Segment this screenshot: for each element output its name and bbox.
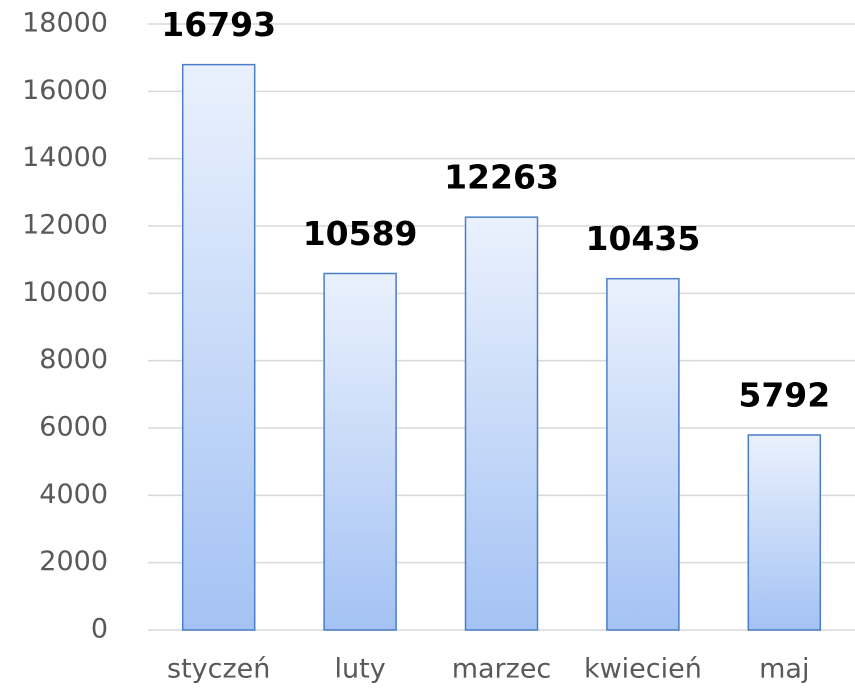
bar (747, 434, 822, 631)
x-tick-label: marzec (452, 654, 552, 685)
y-tick-label: 18000 (22, 8, 108, 39)
bar (181, 63, 256, 631)
data-label: 10435 (585, 219, 700, 258)
y-tick-label: 8000 (39, 344, 108, 375)
y-tick-label: 6000 (39, 412, 108, 443)
data-label: 5792 (738, 376, 830, 415)
data-label: 10589 (303, 214, 418, 253)
x-tick-label: luty (335, 654, 386, 685)
bar (464, 216, 539, 631)
y-tick-label: 2000 (39, 546, 108, 577)
x-tick-label: styczeń (167, 654, 270, 685)
x-tick-label: kwiecień (584, 654, 702, 685)
y-tick-label: 0 (91, 614, 108, 645)
data-label: 16793 (161, 5, 276, 44)
bar (606, 277, 680, 631)
y-tick-label: 4000 (39, 479, 108, 510)
data-label: 12263 (444, 158, 559, 197)
y-tick-label: 14000 (22, 142, 108, 173)
y-tick-label: 16000 (22, 75, 108, 106)
y-tick-label: 10000 (22, 277, 108, 308)
y-tick-label: 12000 (22, 210, 108, 241)
x-tick-label: maj (759, 654, 809, 685)
bar (323, 272, 397, 631)
